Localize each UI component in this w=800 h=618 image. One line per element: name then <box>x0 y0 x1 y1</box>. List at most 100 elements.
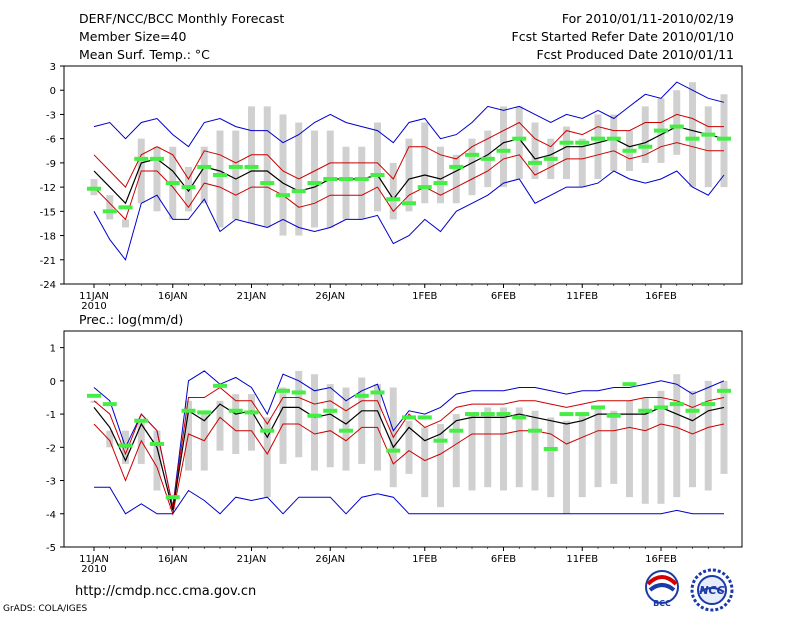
ensemble-range-bar <box>122 219 129 228</box>
ensemble-range-bar <box>279 114 287 236</box>
ensemble-range-bar <box>594 407 602 488</box>
ensemble-range-bar <box>374 122 381 212</box>
ensemble-range-bar <box>468 414 476 491</box>
ensemble-range-bar <box>531 410 539 491</box>
x-tick-label: 16JAN <box>158 554 188 565</box>
x-tick-label: 21JAN <box>237 554 267 565</box>
y-tick-label: -12 <box>40 183 56 194</box>
ensemble-range-bar <box>689 82 696 188</box>
y-tick-label: 0 <box>50 86 56 97</box>
ensemble-range-bar <box>200 146 208 204</box>
y-tick-label: -5 <box>46 543 56 554</box>
x-tick-label: 11JAN <box>79 554 109 565</box>
forecast-start-date: Fcst Started Refer Date 2010/01/10 <box>511 29 735 44</box>
ensemble-range-bar <box>295 370 303 458</box>
ensemble-range-bar <box>468 138 476 196</box>
series-lower-line <box>93 142 724 221</box>
ensemble-range-bar <box>610 410 618 484</box>
y-tick-label: 1 <box>50 344 56 355</box>
series-min-line <box>94 486 724 515</box>
ensemble-range-bar <box>641 397 649 504</box>
x-tick-label: 11FEB <box>566 554 598 565</box>
x-tick-label: 16FEB <box>645 291 677 302</box>
ensemble-range-bar <box>137 420 145 464</box>
x-tick-year-label: 2010 <box>81 301 106 312</box>
ensemble-range-bar <box>594 114 602 180</box>
ensemble-range-bar <box>689 390 696 488</box>
series-min-line <box>93 170 725 261</box>
y-tick-label: 0 <box>50 377 56 388</box>
x-tick-year-label: 2010 <box>81 564 106 575</box>
x-tick-label: 11JAN <box>79 291 109 302</box>
ensemble-range-bar <box>500 407 507 491</box>
ensemble-range-bar <box>437 424 444 508</box>
ensemble-range-bar <box>626 400 633 498</box>
ensemble-range-bar <box>279 387 287 464</box>
ensemble-range-bar <box>484 407 492 488</box>
ensemble-range-bar <box>232 130 240 220</box>
ensemble-range-bar <box>421 122 429 204</box>
precip-axis-label: Prec.: log(mm/d) <box>79 312 184 327</box>
ensemble-range-bar <box>342 146 350 220</box>
ensemble-range-bar <box>311 374 318 471</box>
series-max-line <box>93 81 725 148</box>
chart-title: DERF/NCC/BCC Monthly Forecast <box>79 11 285 26</box>
ensemble-range-bar <box>326 384 334 468</box>
series-max-line <box>93 370 725 508</box>
y-tick-label: -15 <box>40 207 56 218</box>
ensemble-range-bar <box>263 417 271 498</box>
ensemble-range-bar <box>153 430 161 491</box>
plot-frame-2 <box>63 330 743 548</box>
forecast-period: For 2010/01/11-2010/02/19 <box>561 11 734 26</box>
x-tick-label: 1FEB <box>412 554 437 565</box>
ensemble-range-bar <box>578 414 586 498</box>
x-tick-label: 6FEB <box>491 554 516 565</box>
y-tick-label: 3 <box>50 62 56 73</box>
y-tick-label: -9 <box>46 159 56 170</box>
y-tick-label: -4 <box>46 510 56 521</box>
ensemble-range-bar <box>720 94 728 188</box>
x-tick-label: 11FEB <box>566 291 598 302</box>
y-tick-label: -3 <box>46 110 56 121</box>
y-tick-label: -18 <box>40 232 56 243</box>
grads-credit: GrADS: COLA/IGES <box>3 604 88 614</box>
ensemble-range-bar <box>641 106 649 163</box>
x-tick-label: 6FEB <box>491 291 516 302</box>
x-tick-label: 26JAN <box>315 554 345 565</box>
member-size-label: Member Size=40 <box>79 29 187 44</box>
ensemble-range-bar <box>452 414 460 488</box>
ensemble-range-bar <box>311 130 318 228</box>
x-tick-label: 26JAN <box>315 291 345 302</box>
ensemble-range-bar <box>500 106 507 188</box>
ensemble-range-bar <box>673 90 681 155</box>
ensemble-range-bar <box>657 390 665 504</box>
series-upper-line <box>93 386 725 508</box>
y-tick-label: -3 <box>46 477 56 488</box>
ensemble-range-bar <box>106 195 114 220</box>
ensemble-range-bar <box>704 106 712 188</box>
y-tick-label: -2 <box>46 443 56 454</box>
variable-label: Mean Surf. Temp.: °C <box>79 47 210 62</box>
series-upper-line <box>93 113 724 188</box>
ensemble-range-bar <box>673 374 681 498</box>
ensemble-range-bar <box>106 430 114 448</box>
plot-frame-1 <box>63 65 743 285</box>
y-tick-label: -21 <box>40 256 56 267</box>
ensemble-range-bar <box>704 380 712 491</box>
source-url[interactable]: http://cmdp.ncc.cma.gov.cn <box>75 584 257 599</box>
x-tick-label: 16FEB <box>645 554 677 565</box>
ensemble-range-bar <box>610 114 618 171</box>
ensemble-range-bar <box>232 394 240 454</box>
ensemble-range-bar <box>248 106 255 224</box>
ensemble-range-bar <box>515 106 523 180</box>
ncc-logo: NCC <box>690 568 734 612</box>
ensemble-range-bar <box>531 122 539 180</box>
ensemble-range-bar <box>547 417 555 498</box>
ensemble-range-bar <box>578 138 586 188</box>
ensemble-range-bar <box>358 146 366 220</box>
y-tick-label: -1 <box>46 410 56 421</box>
ensemble-range-bar <box>720 380 728 474</box>
ensemble-range-bar <box>437 146 444 204</box>
series-lower-line <box>93 416 725 516</box>
